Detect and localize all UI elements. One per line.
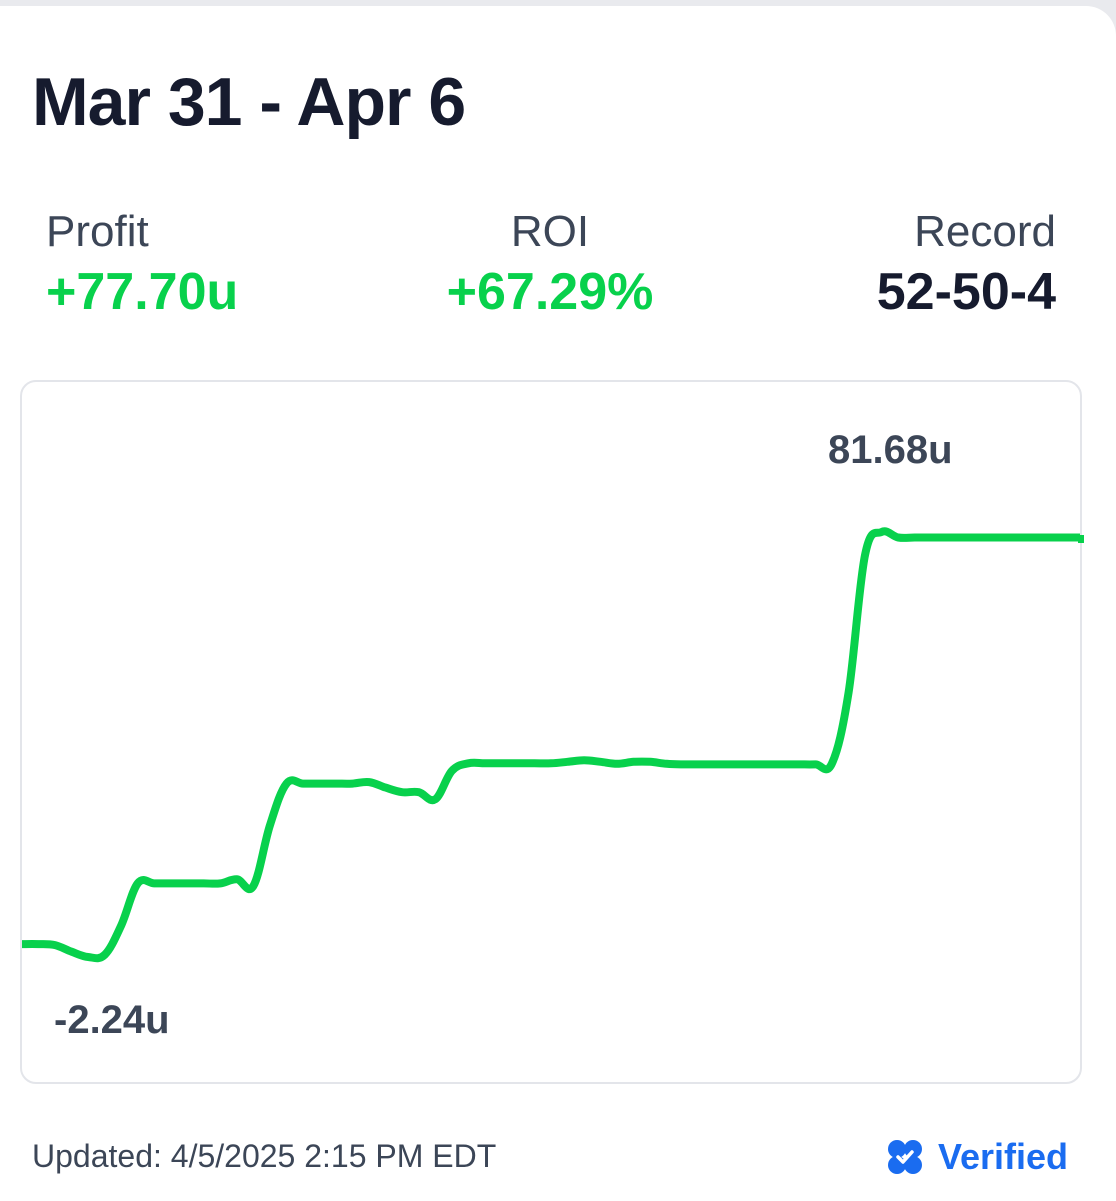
verified-label: Verified <box>937 1136 1068 1177</box>
profit-label: Profit <box>46 207 149 256</box>
updated-timestamp: Updated: 4/5/2025 2:15 PM EDT <box>32 1138 497 1174</box>
roi-stat: ROI +67.29% <box>400 206 700 322</box>
record-value: 52-50-4 <box>876 263 1056 321</box>
line-overflow <box>1078 535 1084 543</box>
profit-line-chart <box>22 527 1080 963</box>
roi-value: +67.29% <box>446 263 654 321</box>
profit-value: +77.70u <box>46 263 239 321</box>
profit-series-line <box>22 527 1080 963</box>
verified-badge[interactable]: Verified <box>884 1136 1068 1178</box>
roi-label: ROI <box>510 207 590 256</box>
chart-max-label: 81.68u <box>828 428 953 472</box>
clover-check-icon <box>887 1140 922 1174</box>
profit-card: Mar 31 - Apr 6 Profit +77.70u ROI +67.29… <box>0 6 1116 1201</box>
profit-stat: Profit +77.70u <box>46 206 238 322</box>
profit-chart: 81.68u -2.24u <box>20 380 1082 1084</box>
record-stat: Record 52-50-4 <box>877 206 1056 322</box>
chart-min-label: -2.24u <box>54 998 170 1042</box>
record-label: Record <box>914 207 1056 256</box>
page-title: Mar 31 - Apr 6 <box>32 64 466 140</box>
